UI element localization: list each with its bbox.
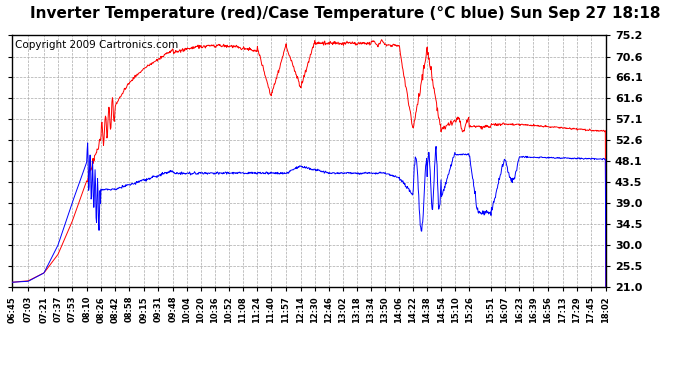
- Text: Copyright 2009 Cartronics.com: Copyright 2009 Cartronics.com: [15, 40, 179, 50]
- Text: Inverter Temperature (red)/Case Temperature (°C blue) Sun Sep 27 18:18: Inverter Temperature (red)/Case Temperat…: [30, 6, 660, 21]
